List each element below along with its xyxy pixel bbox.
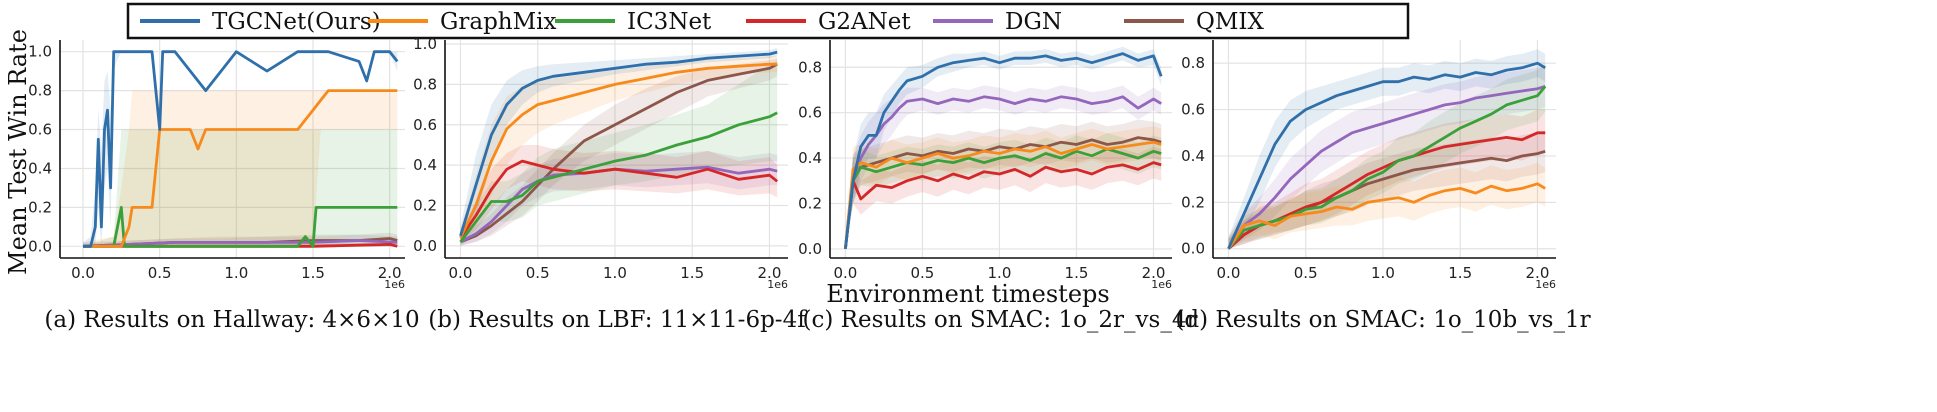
y-tick-label: 1.0 xyxy=(28,43,52,61)
line-g2anet xyxy=(459,159,779,239)
line-dgn xyxy=(82,239,398,248)
band-dgn xyxy=(460,151,778,246)
y-tick-label: 0.2 xyxy=(413,197,437,215)
legend-label-graphmix: GraphMix xyxy=(440,9,557,35)
x-tick-label: 1.0 xyxy=(988,264,1012,282)
x-tick-label: 1.0 xyxy=(603,264,627,282)
line-tgcnet-ours xyxy=(844,52,1163,250)
legend-label-qmix: QMIX xyxy=(1196,9,1264,35)
y-axis-title: Mean Test Win Rate xyxy=(4,29,32,275)
panel-c: 0.0 0.5 1.0 1.5 2.0 0.0 0.2 0.4 0.6 0.8 1e6 xyxy=(798,40,1172,291)
y-tick-label: 0.0 xyxy=(798,240,822,258)
panel-b: 0.0 0.5 1.0 1.5 2.0 0.0 0.2 0.4 0.6 0.8 1.0 1e6 xyxy=(413,35,788,291)
plot-area xyxy=(82,50,399,248)
x-tick-label: 0.0 xyxy=(1217,264,1241,282)
x-tick-label: 0.5 xyxy=(911,264,935,282)
x-tick-label: 2.0 xyxy=(1526,264,1550,282)
band-qmix xyxy=(1228,130,1546,249)
x-tick-label: 0.5 xyxy=(148,264,172,282)
caption-a: (a) Results on Hallway: 4×6×10 xyxy=(44,307,419,333)
band-ic3net xyxy=(460,60,778,246)
x-tick-label: 0.0 xyxy=(833,264,857,282)
line-tgcnet-ours xyxy=(459,50,778,237)
y-tick-label: 0.6 xyxy=(413,116,437,134)
x-tick-label: 1.5 xyxy=(1065,264,1089,282)
plot-area xyxy=(844,46,1163,250)
plot-area xyxy=(459,48,779,246)
y-tick-label: 0.2 xyxy=(798,195,822,213)
line-dgn xyxy=(1227,85,1546,250)
x-tick-label: 1.5 xyxy=(1448,264,1472,282)
line-g2anet xyxy=(844,161,1162,250)
plot-area xyxy=(1227,49,1547,250)
line-graphmix xyxy=(1227,182,1546,250)
legend: TGCNet(Ours) GraphMix IC3Net G2ANet DGN QMIX xyxy=(126,2,1410,40)
caption-c: (c) Results on SMAC: 1o_2r_vs_4r xyxy=(803,307,1198,333)
line-graphmix xyxy=(83,89,398,248)
y-tick-label: 0.4 xyxy=(798,149,822,167)
y-tick-label: 0.4 xyxy=(28,159,52,177)
x-tick-label: 0.0 xyxy=(449,264,473,282)
y-tick-label: 0.8 xyxy=(413,75,437,93)
y-tick-label: 0.8 xyxy=(28,82,52,100)
x-tick-label: 1.5 xyxy=(301,264,325,282)
legend-label-g2anet: G2ANet xyxy=(818,9,911,35)
band-tgcnet-ours xyxy=(1228,49,1546,249)
line-ic3net xyxy=(459,111,778,243)
y-tick-label: 0.0 xyxy=(28,237,52,255)
y-tick-label: 0.2 xyxy=(28,198,52,216)
line-graphmix xyxy=(459,62,778,239)
caption-b: (b) Results on LBF: 11×11-6p-4f xyxy=(428,307,807,333)
panel-a: 0.0 0.5 1.0 1.5 2.0 0.0 0.2 0.4 0.6 0.8 1.0 1e6 xyxy=(28,40,405,291)
x-tick-label: 0.5 xyxy=(526,264,550,282)
band-ic3net xyxy=(845,133,1162,249)
legend-label-dgn: DGN xyxy=(1005,9,1062,35)
y-tick-label: 0.0 xyxy=(1181,240,1205,258)
x-tick-label: 1.0 xyxy=(1371,264,1395,282)
y-tick-label: 0.8 xyxy=(798,58,822,76)
x-tick-label: 1.0 xyxy=(224,264,248,282)
line-ic3net xyxy=(83,205,398,248)
legend-label-tgcnet-ours: TGCNet(Ours) xyxy=(212,9,381,35)
line-qmix xyxy=(459,62,778,244)
x-exponent-label: 1e6 xyxy=(1535,278,1556,291)
y-tick-label: 0.6 xyxy=(1181,101,1205,119)
band-graphmix xyxy=(1228,162,1546,249)
line-ic3net xyxy=(1227,85,1547,250)
y-tick-label: 0.8 xyxy=(1181,54,1205,72)
band-ic3net xyxy=(83,129,398,247)
x-axis-title: Environment timesteps xyxy=(826,280,1109,308)
panel-d: 0.0 0.5 1.0 1.5 2.0 0.0 0.2 0.4 0.6 0.8 1e6 xyxy=(1181,40,1556,291)
x-tick-label: 2.0 xyxy=(758,264,782,282)
x-exponent-label: 1e6 xyxy=(767,278,788,291)
band-graphmix xyxy=(460,56,778,242)
y-tick-label: 0.4 xyxy=(413,156,437,174)
x-tick-label: 1.5 xyxy=(680,264,704,282)
line-tgcnet-ours xyxy=(1227,61,1546,250)
x-tick-label: 2.0 xyxy=(1142,264,1166,282)
line-graphmix xyxy=(844,140,1162,250)
x-exponent-label: 1e6 xyxy=(384,278,405,291)
x-exponent-label: 1e6 xyxy=(1151,278,1172,291)
band-dgn xyxy=(1228,65,1546,249)
band-ic3net xyxy=(1228,63,1546,249)
x-tick-label: 2.0 xyxy=(378,264,402,282)
x-tick-label: 0.5 xyxy=(1294,264,1318,282)
line-tgcnet-ours xyxy=(83,50,399,248)
legend-label-ic3net: IC3Net xyxy=(627,9,712,35)
y-tick-label: 0.6 xyxy=(798,104,822,122)
band-qmix xyxy=(460,58,778,246)
x-tick-label: 0.0 xyxy=(71,264,95,282)
y-tick-label: 0.0 xyxy=(413,237,437,255)
y-tick-label: 1.0 xyxy=(413,35,437,53)
y-tick-label: 0.2 xyxy=(1181,193,1205,211)
line-ic3net xyxy=(844,147,1162,250)
y-tick-label: 0.6 xyxy=(28,121,52,139)
caption-d: (d) Results on SMAC: 1o_10b_vs_1r xyxy=(1175,307,1590,333)
y-tick-label: 0.4 xyxy=(1181,147,1205,165)
